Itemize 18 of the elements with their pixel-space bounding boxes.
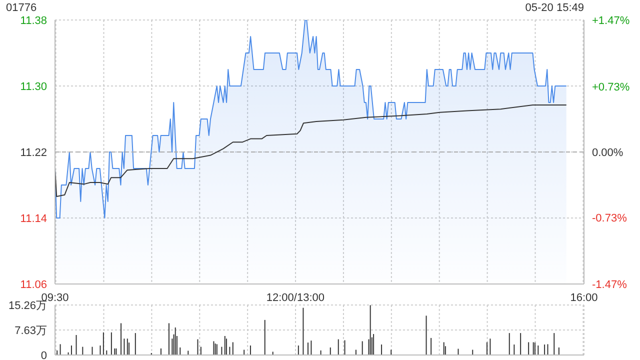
y-tick-label: 11.06 xyxy=(20,279,47,291)
y-tick-label: 15.26万 xyxy=(8,300,47,312)
y-tick-label: 11.30 xyxy=(20,81,47,93)
y2-tick-label: 0.00% xyxy=(592,147,624,159)
y-tick-label: 11.38 xyxy=(20,15,47,27)
y2-tick-label: +1.47% xyxy=(592,15,630,27)
y2-tick-label: -0.73% xyxy=(592,212,628,225)
y2-tick-label: +0.73% xyxy=(592,81,630,94)
chart-subtitle: 05-20 15:49 xyxy=(525,2,584,14)
y-tick-label: 7.63万 xyxy=(14,325,47,337)
y2-tick-label: -1.47% xyxy=(592,279,628,291)
line-series xyxy=(54,104,567,198)
y-tick-label: 11.22 xyxy=(20,147,47,159)
x-tick-label: 12:00/13:00 xyxy=(266,292,325,304)
x-tick-label: 16:00 xyxy=(570,292,598,304)
y-tick-label: 11.14 xyxy=(20,213,47,225)
chart-title: 01776 xyxy=(6,2,37,14)
y-tick-label: 0 xyxy=(40,350,47,360)
